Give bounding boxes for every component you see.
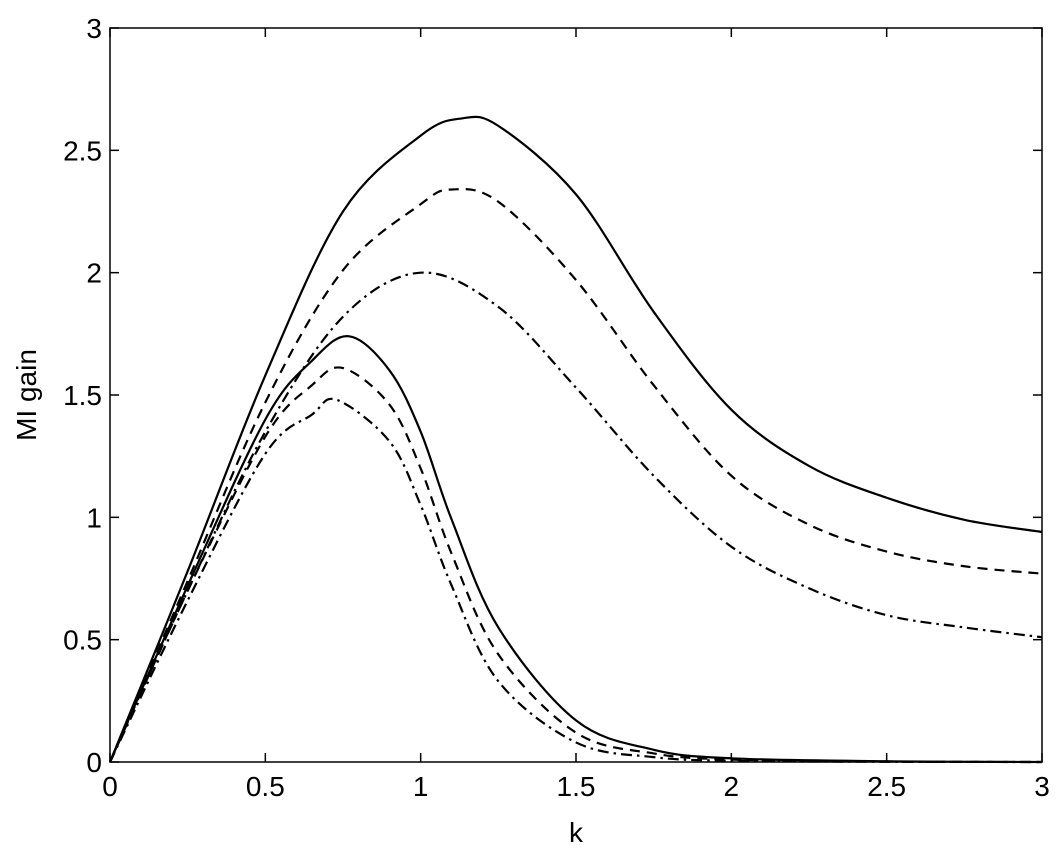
x-tick-label: 0 bbox=[102, 771, 118, 802]
y-tick-label: 2.5 bbox=[63, 135, 102, 166]
x-axis-ticks: 0 0.5 1 1.5 2 2.5 3 bbox=[102, 28, 1050, 802]
series-line-4-solid bbox=[108, 335, 1043, 764]
y-tick-label: 0.5 bbox=[63, 625, 102, 656]
series-line-2-dashed bbox=[108, 187, 1043, 763]
x-tick-label: 0.5 bbox=[246, 771, 285, 802]
x-tick-label: 2.5 bbox=[867, 771, 906, 802]
x-tick-label: 1 bbox=[413, 771, 429, 802]
x-tick-label: 1.5 bbox=[557, 771, 596, 802]
y-tick-label: 1.5 bbox=[63, 380, 102, 411]
series-line-5-dashed bbox=[108, 366, 1043, 764]
x-tick-label: 2 bbox=[724, 771, 740, 802]
x-tick-label: 3 bbox=[1034, 771, 1050, 802]
y-axis-ticks: 0 0.5 1 1.5 2 2.5 3 bbox=[63, 13, 1042, 778]
y-tick-label: 1 bbox=[86, 502, 102, 533]
y-tick-label: 2 bbox=[86, 258, 102, 289]
y-tick-label: 0 bbox=[86, 747, 102, 778]
plot-area bbox=[109, 27, 1043, 763]
y-tick-label: 3 bbox=[86, 13, 102, 44]
series-group bbox=[108, 115, 1043, 764]
series-line-1-solid bbox=[108, 115, 1043, 763]
series-line-3-dashdot bbox=[108, 271, 1043, 763]
x-axis-label: k bbox=[569, 817, 584, 848]
series-line-6-dashdot bbox=[109, 397, 1043, 764]
y-axis-label: MI gain bbox=[11, 349, 42, 441]
